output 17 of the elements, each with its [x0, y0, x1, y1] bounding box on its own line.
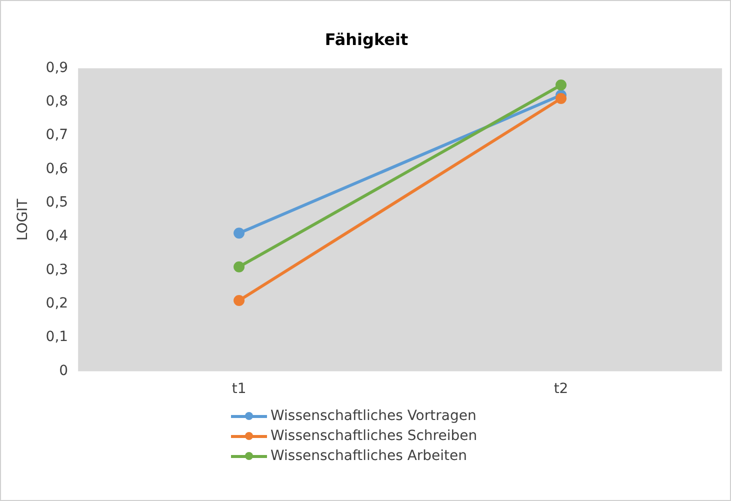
x-tick-label: t2 — [554, 381, 568, 398]
chart-title: Fähigkeit — [324, 30, 409, 49]
y-tick-label: 0,3 — [46, 262, 68, 278]
legend-label: Wissenschaftliches Schreiben — [270, 428, 478, 444]
y-tick-label: 0,4 — [46, 228, 68, 244]
y-tick-label: 0,5 — [46, 194, 68, 211]
y-tick-label: 0,9 — [46, 60, 68, 76]
legend-label: Wissenschaftliches Arbeiten — [270, 448, 468, 464]
legend-label: Wissenschaftliches Vortragen — [270, 408, 476, 424]
y-tick-label: 0,7 — [46, 127, 68, 144]
y-tick-label: 0,8 — [46, 94, 68, 110]
y-tick-label: 0 — [59, 362, 68, 379]
x-tick-label: t1 — [232, 381, 246, 398]
y-tick-label: 0,1 — [46, 329, 68, 346]
y-tick-label: 0,2 — [46, 296, 68, 312]
y-tick-label: 0,6 — [46, 160, 68, 177]
y-axis-title: LOGIT — [15, 198, 32, 241]
